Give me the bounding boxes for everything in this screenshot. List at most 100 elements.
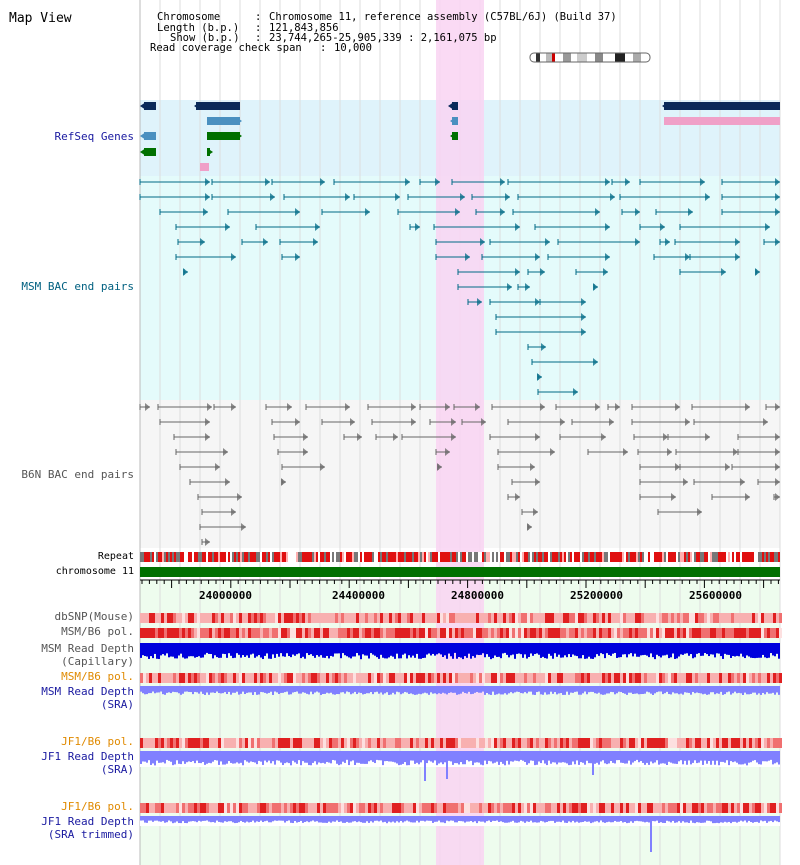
read-depth-bar [142, 686, 144, 694]
read-depth-bar [518, 751, 520, 762]
read-depth-bar [664, 643, 666, 656]
polymorphism-cell [758, 613, 761, 623]
polymorphism-cell [368, 673, 371, 683]
polymorphism-cell [497, 738, 500, 748]
read-depth-bar [282, 751, 284, 766]
read-depth-bar [540, 643, 542, 658]
read-depth-bar [418, 686, 420, 694]
read-depth-bar [524, 686, 526, 693]
polymorphism-cell [710, 738, 713, 748]
read-depth-bar [548, 751, 550, 761]
polymorphism-cell [341, 803, 344, 813]
read-depth-bar [182, 643, 184, 658]
repeat-block [708, 552, 710, 562]
read-depth-bar [282, 816, 284, 821]
read-depth-bar [534, 686, 536, 695]
read-depth-bar [262, 643, 264, 660]
polymorphism-cell [701, 613, 704, 623]
read-depth-bar [156, 686, 158, 693]
repeat-block [432, 552, 434, 562]
read-depth-bar [498, 686, 500, 694]
track-label-refseq-genes[interactable]: RefSeq Genes [54, 130, 134, 143]
polymorphism-cell [515, 628, 518, 638]
read-depth-bar [140, 816, 142, 821]
polymorphism-cell [371, 673, 374, 683]
polymorphism-cell [197, 738, 200, 748]
polymorphism-cell [719, 628, 722, 638]
chromosome-ideogram [529, 52, 651, 63]
polymorphism-cell [662, 673, 665, 683]
read-depth-bar [420, 751, 422, 763]
read-depth-bar [500, 686, 502, 695]
read-depth-bar [308, 686, 310, 695]
polymorphism-cell [533, 613, 536, 623]
polymorphism-cell [257, 613, 260, 623]
read-depth-bar [484, 751, 486, 761]
polymorphism-cell [527, 628, 530, 638]
read-depth-bar [244, 643, 246, 657]
read-depth-bar [738, 751, 740, 765]
polymorphism-cell [596, 628, 599, 638]
repeat-block [512, 552, 514, 562]
b6n-bac-pair-end [393, 433, 398, 441]
read-depth-bar [318, 686, 320, 693]
polymorphism-cell [263, 803, 266, 813]
read-depth-bar [252, 686, 254, 695]
polymorphism-cell [446, 673, 449, 683]
read-depth-bar [306, 686, 308, 694]
polymorphism-cell [260, 803, 263, 813]
polymorphism-cell [218, 628, 221, 638]
read-depth-bar [736, 686, 738, 694]
polymorphism-cell [308, 738, 311, 748]
read-depth-bar [570, 643, 572, 658]
polymorphism-cell [551, 628, 554, 638]
repeat-block [776, 552, 778, 562]
b6n-bac-pair-end [705, 433, 710, 441]
repeat-block [488, 552, 490, 562]
read-depth-bar [256, 643, 258, 657]
polymorphism-cell [263, 628, 266, 638]
read-depth-bar [776, 751, 778, 763]
read-depth-bar [346, 643, 348, 657]
read-depth-bar [470, 751, 472, 761]
polymorphism-cell [299, 628, 302, 638]
track-label-msm-b6-pol-2: MSM/B6 pol. [61, 670, 134, 683]
read-depth-bar [266, 686, 268, 694]
read-depth-bar [222, 686, 224, 694]
read-depth-bar [524, 643, 526, 655]
read-depth-bar [326, 816, 328, 823]
read-depth-bar [600, 751, 602, 762]
polymorphism-cell [449, 613, 452, 623]
read-depth-bar [628, 643, 630, 655]
b6n-bac-pair-end [697, 508, 702, 516]
read-depth-bar [586, 686, 588, 695]
read-depth-bar [478, 816, 480, 822]
read-depth-bar [704, 751, 706, 761]
polymorphism-cell [176, 628, 179, 638]
polymorphism-cell [707, 613, 710, 623]
polymorphism-cell [443, 738, 446, 748]
track-label-b6n-bac[interactable]: B6N BAC end pairs [21, 468, 134, 481]
repeat-block [726, 552, 728, 562]
read-depth-bar [496, 686, 498, 695]
polymorphism-cell [260, 628, 263, 638]
polymorphism-cell [356, 628, 359, 638]
read-depth-bar [274, 686, 276, 692]
polymorphism-cell [206, 613, 209, 623]
polymorphism-cell [584, 803, 587, 813]
polymorphism-cell [449, 803, 452, 813]
read-depth-bar [724, 816, 726, 822]
polymorphism-cell [278, 803, 281, 813]
polymorphism-cell [458, 613, 461, 623]
polymorphism-cell [767, 803, 770, 813]
polymorphism-cell [593, 803, 596, 813]
read-depth-bar [398, 686, 400, 693]
polymorphism-cell [500, 803, 503, 813]
read-depth-bar [620, 686, 622, 692]
read-depth-bar [778, 643, 780, 659]
track-label-msm-bac[interactable]: MSM BAC end pairs [21, 280, 134, 293]
ideogram-band [571, 53, 577, 62]
read-depth-bar [260, 686, 262, 692]
repeat-block [748, 552, 750, 562]
